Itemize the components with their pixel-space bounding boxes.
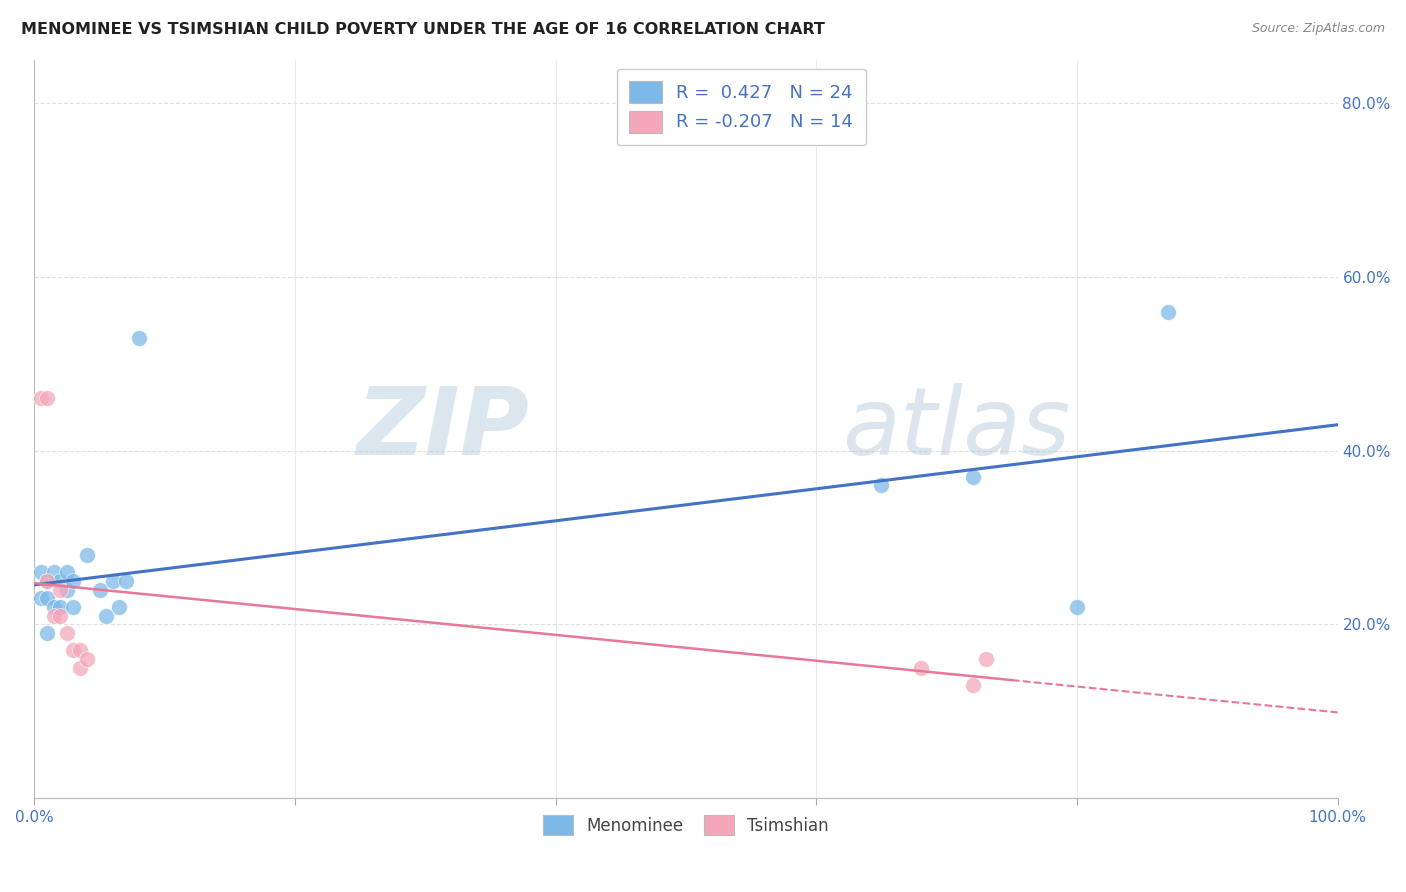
Point <box>30 566 52 580</box>
Point <box>94 608 117 623</box>
Text: ZIP: ZIP <box>357 383 530 475</box>
Point <box>30 591 52 606</box>
Point <box>49 582 72 597</box>
Point <box>1066 599 1088 614</box>
Point <box>101 574 124 588</box>
Point <box>56 626 79 640</box>
Point <box>128 331 150 345</box>
Point <box>37 591 59 606</box>
Point <box>37 574 59 588</box>
Legend: Menominee, Tsimshian: Menominee, Tsimshian <box>533 805 839 846</box>
Point <box>69 661 91 675</box>
Point <box>910 661 932 675</box>
Point <box>49 608 72 623</box>
Point <box>1157 304 1180 318</box>
Point <box>42 566 65 580</box>
Text: MENOMINEE VS TSIMSHIAN CHILD POVERTY UNDER THE AGE OF 16 CORRELATION CHART: MENOMINEE VS TSIMSHIAN CHILD POVERTY UND… <box>21 22 825 37</box>
Point <box>37 626 59 640</box>
Point <box>62 574 84 588</box>
Point <box>62 643 84 657</box>
Point <box>870 478 893 492</box>
Point <box>56 582 79 597</box>
Text: atlas: atlas <box>842 384 1070 475</box>
Point <box>108 599 131 614</box>
Text: Source: ZipAtlas.com: Source: ZipAtlas.com <box>1251 22 1385 36</box>
Point <box>56 566 79 580</box>
Point <box>30 392 52 406</box>
Point <box>76 548 98 562</box>
Point <box>89 582 111 597</box>
Point <box>37 392 59 406</box>
Point <box>42 608 65 623</box>
Point <box>42 599 65 614</box>
Point <box>974 652 997 666</box>
Point <box>49 599 72 614</box>
Point <box>114 574 136 588</box>
Point <box>76 652 98 666</box>
Point <box>69 643 91 657</box>
Point <box>49 574 72 588</box>
Point <box>962 469 984 483</box>
Point <box>62 599 84 614</box>
Point <box>37 574 59 588</box>
Point <box>962 678 984 692</box>
